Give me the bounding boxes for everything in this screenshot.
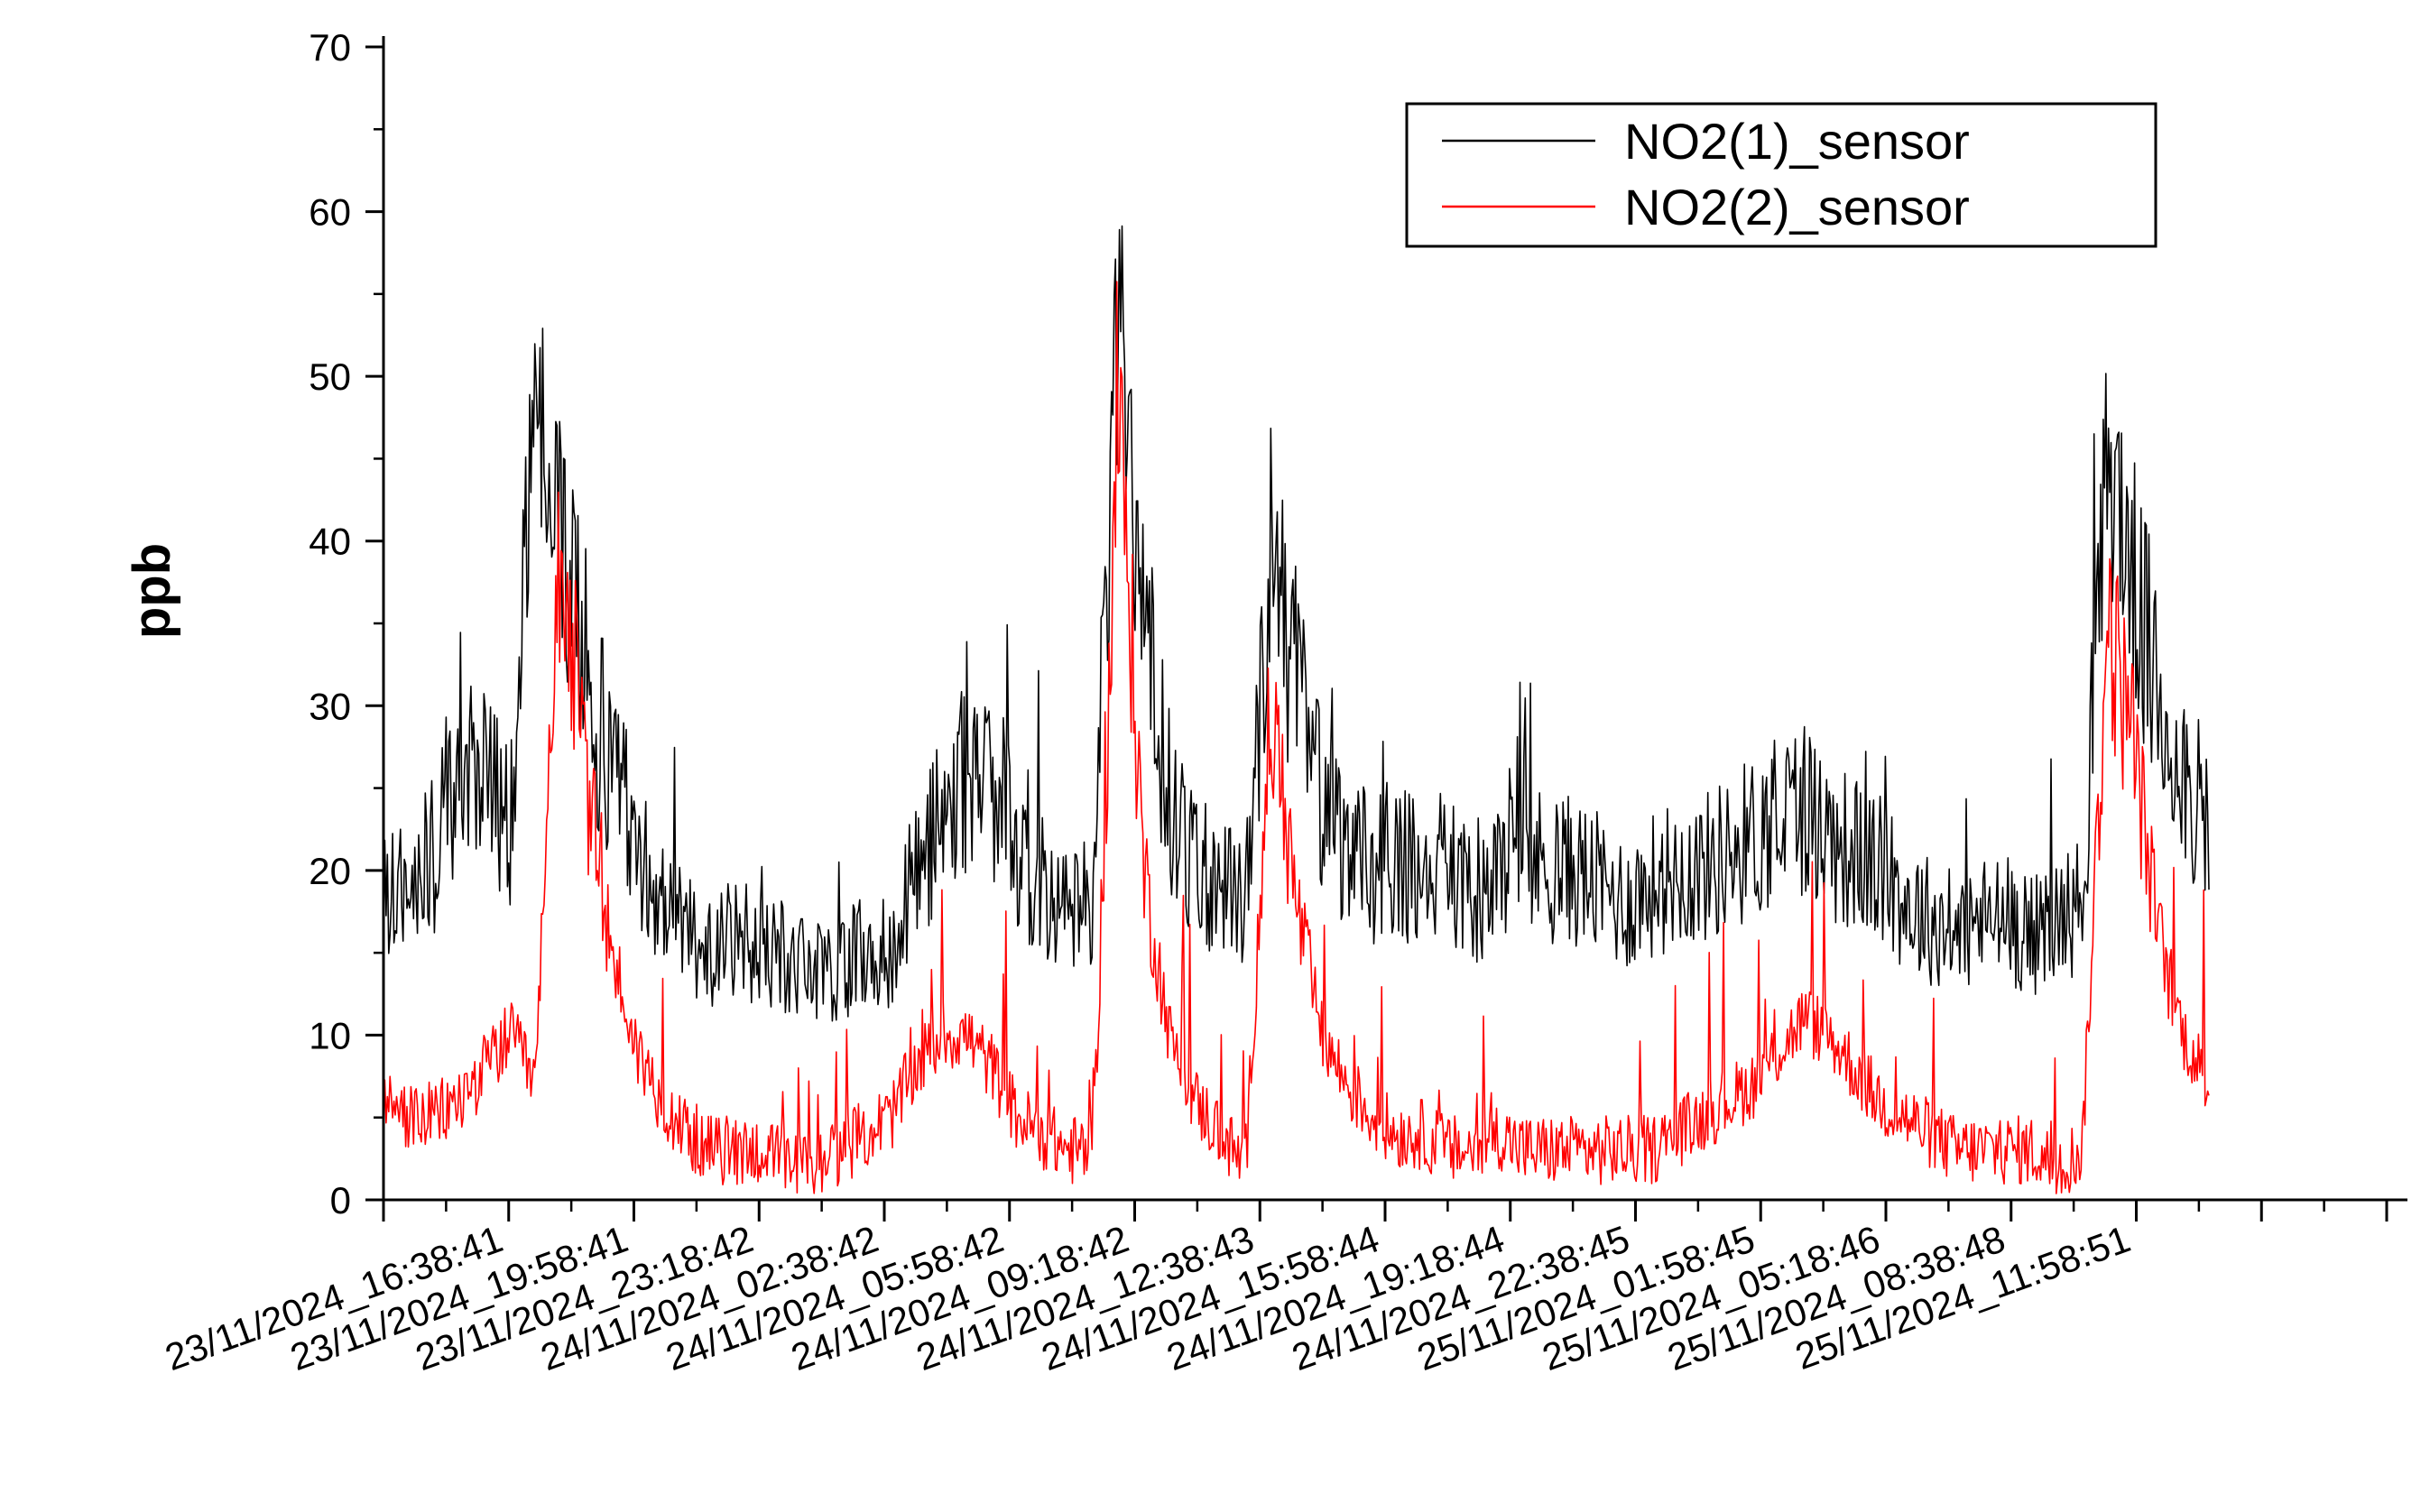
- y-tick-label: 10: [309, 1014, 351, 1056]
- legend-label-no2-2: NO2(2)_sensor: [1624, 179, 1970, 235]
- y-tick-label: 0: [330, 1179, 351, 1222]
- series-line-no2-1: [383, 225, 2210, 1022]
- x-axis-ticks: 23/11/2024_16:38:4123/11/2024_19:58:4123…: [160, 1200, 2388, 1378]
- y-tick-label: 40: [309, 521, 351, 563]
- legend-label-no2-1: NO2(1)_sensor: [1624, 113, 1970, 170]
- series-layer: [383, 225, 2210, 1194]
- axes: [382, 36, 2407, 1202]
- y-tick-label: 60: [309, 191, 351, 234]
- y-tick-label: 30: [309, 685, 351, 727]
- y-tick-label: 70: [309, 26, 351, 69]
- series-line-no2-2: [383, 281, 2210, 1194]
- legend: NO2(1)_sensor NO2(2)_sensor: [1405, 102, 2157, 248]
- legend-box: [1405, 102, 2157, 248]
- y-axis-ticks: 0 10 20 30 40 50 60 70: [309, 26, 383, 1222]
- y-tick-label: 50: [309, 355, 351, 398]
- y-tick-label: 20: [309, 850, 351, 892]
- y-axis-label: ppb: [123, 543, 181, 639]
